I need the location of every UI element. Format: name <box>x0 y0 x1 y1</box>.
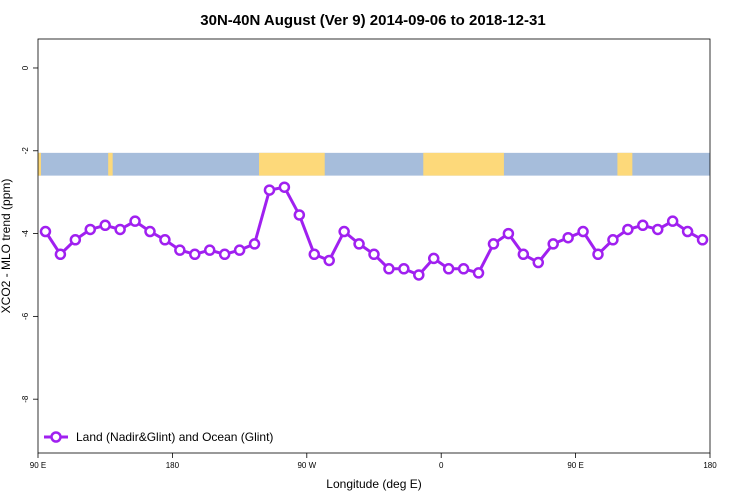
data-point-0 <box>39 225 52 238</box>
data-point-25 <box>413 269 425 281</box>
data-point-17 <box>293 209 306 221</box>
data-point-42 <box>666 215 679 227</box>
data-point-29 <box>472 267 485 279</box>
plot-frame <box>37 38 711 454</box>
data-point-4 <box>99 219 111 232</box>
series-layer <box>39 181 709 281</box>
data-point-44 <box>696 234 709 246</box>
map-strip-land-3 <box>423 152 504 176</box>
map-strip <box>38 152 710 176</box>
data-point-11 <box>203 244 216 256</box>
data-point-38 <box>607 234 619 246</box>
data-point-32 <box>517 248 530 261</box>
data-point-5 <box>114 223 126 236</box>
x-axis: 90 E 180 90 W 0 90 E 180 <box>30 453 717 470</box>
data-point-8 <box>159 234 171 246</box>
data-point-21 <box>353 238 365 250</box>
data-point-15 <box>263 184 276 196</box>
map-strip-land-2 <box>259 152 325 176</box>
data-point-40 <box>637 219 649 232</box>
x-tick-label-5: 180 <box>703 461 717 470</box>
data-point-7 <box>144 225 156 238</box>
data-point-6 <box>129 215 141 227</box>
data-point-23 <box>383 263 395 275</box>
x-axis-label: Longitude (deg E) <box>326 477 421 491</box>
data-point-30 <box>487 238 500 250</box>
data-point-27 <box>442 263 455 275</box>
data-point-1 <box>54 248 67 261</box>
data-point-33 <box>532 256 545 269</box>
y-tick-label-3: -6 <box>21 312 30 320</box>
data-point-31 <box>502 227 515 240</box>
chart-title: 30N-40N August (Ver 9) 2014-09-06 to 201… <box>200 12 545 29</box>
map-strip-ocean <box>38 152 710 176</box>
map-strip-land-1 <box>108 152 113 176</box>
legend-label: Land (Nadir&Glint) and Ocean (Glint) <box>76 430 273 444</box>
data-point-22 <box>368 248 380 261</box>
data-point-2 <box>69 234 82 246</box>
data-point-19 <box>323 254 335 267</box>
data-point-41 <box>651 223 664 236</box>
data-point-12 <box>218 248 231 261</box>
data-point-3 <box>84 223 97 236</box>
x-tick-label-0: 90 E <box>30 461 46 470</box>
map-strip-land-4 <box>617 152 633 176</box>
data-point-34 <box>547 238 559 250</box>
x-tick-label-1: 180 <box>166 461 180 470</box>
data-point-20 <box>338 225 350 238</box>
y-axis-label: XCO2 - MLO trend (ppm) <box>0 179 13 314</box>
x-tick-label-3: 0 <box>439 461 444 470</box>
data-point-13 <box>233 244 246 256</box>
data-point-24 <box>398 263 410 275</box>
x-tick-label-4: 90 E <box>567 461 583 470</box>
data-point-14 <box>248 238 261 250</box>
data-point-28 <box>457 263 470 275</box>
data-point-36 <box>577 225 589 238</box>
data-point-39 <box>622 223 634 236</box>
data-point-9 <box>174 244 186 256</box>
y-tick-label-4: -8 <box>21 395 30 403</box>
legend: Land (Nadir&Glint) and Ocean (Glint) <box>44 430 273 444</box>
y-tick-label-1: -2 <box>21 147 30 155</box>
data-point-18 <box>308 248 321 261</box>
map-strip-land-0 <box>38 152 41 176</box>
data-point-35 <box>562 231 574 244</box>
data-point-43 <box>681 225 694 238</box>
data-point-16 <box>278 181 291 193</box>
y-tick-label-2: -4 <box>21 229 30 237</box>
x-tick-label-2: 90 W <box>297 461 316 470</box>
y-tick-label-0: 0 <box>21 65 30 70</box>
data-point-10 <box>189 248 201 261</box>
legend-marker-swatch <box>50 431 62 443</box>
data-point-37 <box>592 248 604 261</box>
data-point-26 <box>427 252 440 265</box>
y-axis: 0 -2 -4 -6 -8 <box>21 65 38 403</box>
